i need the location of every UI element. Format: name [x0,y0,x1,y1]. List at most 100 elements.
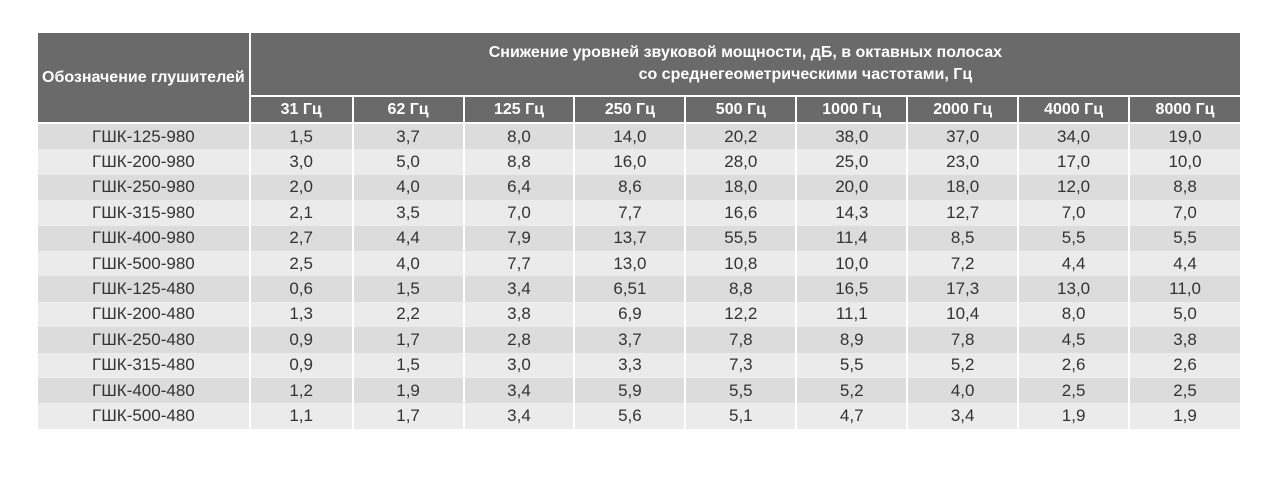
band-header: 62 Гц [351,96,465,124]
value-cell: 8,0 [462,123,575,150]
value-cell: 5,1 [684,403,797,429]
table-body: ГШК-125-980 1,5 3,7 8,0 14,0 20,2 38,0 37,0 34,0… [38,123,1240,429]
value-cell: 10,4 [906,301,1019,328]
column-header: Обозначение глушителей [38,33,251,124]
value-cell: 2,0 [248,174,353,201]
value-cell: 13,0 [1017,276,1130,302]
value-cell: 12,7 [906,200,1019,226]
value-cell: 34,0 [1017,123,1130,150]
value-cell: 10,0 [795,250,908,277]
silencer-name: ГШК-315-480 [38,352,250,378]
value-cell: 3,4 [462,377,575,404]
table-row: ГШК-200-480 1,3 2,2 3,8 6,9 12,2 11,1 10,4 8,0 5,… [38,301,1240,328]
band-header: 2000 Гц [906,96,1020,124]
value-cell: 4,0 [351,174,464,201]
value-cell: 11,1 [795,301,908,328]
value-cell: 14,3 [795,200,908,226]
value-cell: 0,9 [248,327,353,353]
value-cell: 1,9 [1017,403,1130,429]
value-cell: 17,0 [1017,149,1130,175]
table-row: ГШК-315-480 0,9 1,5 3,0 3,3 7,3 5,5 5,2 2,6 2,6 [38,352,1240,378]
band-header: 125 Гц [462,96,576,124]
value-cell: 7,0 [1017,200,1130,226]
band-row: 31 Гц 62 Гц 125 Гц 250 Гц 500 Гц 1000 Гц 2000 … [38,96,1240,124]
value-cell: 16,6 [684,200,797,226]
value-cell: 8,6 [573,174,686,201]
group-header: Снижение уровней звуковой мощности, дБ, … [248,33,1240,97]
value-cell: 28,0 [684,149,797,175]
silencer-name: ГШК-125-980 [38,123,250,150]
silencer-name: ГШК-400-480 [38,377,250,404]
value-cell: 38,0 [795,123,908,150]
band-header: 4000 Гц [1017,96,1131,124]
table-row: ГШК-315-980 2,1 3,5 7,0 7,7 16,6 14,3 12,7 7,0 7,… [38,200,1240,226]
value-cell: 7,7 [573,200,686,226]
silencer-name: ГШК-250-480 [38,327,250,353]
value-cell: 0,6 [248,276,353,302]
value-cell: 3,0 [248,149,353,175]
value-cell: 16,0 [573,149,686,175]
value-cell: 8,8 [1128,174,1240,201]
value-cell: 1,9 [351,377,464,404]
value-cell: 8,8 [462,149,575,175]
value-cell: 2,2 [351,301,464,328]
table-row: ГШК-400-480 1,2 1,9 3,4 5,9 5,5 5,2 4,0 2,5 2,5 [38,377,1240,404]
value-cell: 8,5 [906,225,1019,251]
silencer-name: ГШК-250-980 [38,174,250,201]
silencer-name: ГШК-200-980 [38,149,250,175]
value-cell: 5,6 [573,403,686,429]
value-cell: 4,7 [795,403,908,429]
value-cell: 25,0 [795,149,908,175]
value-cell: 1,5 [351,352,464,378]
value-cell: 6,4 [462,174,575,201]
value-cell: 1,9 [1128,403,1240,429]
value-cell: 2,7 [248,225,353,251]
value-cell: 3,0 [462,352,575,378]
silencer-name: ГШК-200-480 [38,301,250,328]
value-cell: 0,9 [248,352,353,378]
value-cell: 7,7 [462,250,575,277]
value-cell: 2,5 [248,250,353,277]
value-cell: 10,8 [684,250,797,277]
value-cell: 4,0 [906,377,1019,404]
band-header: 8000 Гц [1128,96,1240,124]
value-cell: 55,5 [684,225,797,251]
value-cell: 7,2 [906,250,1019,277]
value-cell: 3,4 [462,276,575,302]
value-cell: 2,5 [1128,377,1240,404]
band-header: 500 Гц [684,96,798,124]
table-row: ГШК-400-980 2,7 4,4 7,9 13,7 55,5 11,4 8,5 5,5 5,… [38,225,1240,251]
value-cell: 2,8 [462,327,575,353]
value-cell: 5,2 [795,377,908,404]
value-cell: 3,4 [906,403,1019,429]
value-cell: 1,5 [248,123,353,150]
value-cell: 5,5 [684,377,797,404]
value-cell: 17,3 [906,276,1019,302]
band-header: 31 Гц [248,96,354,124]
table-row: ГШК-250-980 2,0 4,0 6,4 8,6 18,0 20,0 18,0 12,0 8… [38,174,1240,201]
value-cell: 13,7 [573,225,686,251]
table-row: ГШК-125-480 0,6 1,5 3,4 6,51 8,8 16,5 17,3 13,0 1… [38,276,1240,302]
value-cell: 5,0 [1128,301,1240,328]
value-cell: 5,2 [906,352,1019,378]
table-row: ГШК-125-980 1,5 3,7 8,0 14,0 20,2 38,0 37,0 34,0… [38,123,1240,150]
value-cell: 2,1 [248,200,353,226]
value-cell: 11,0 [1128,276,1240,302]
silencer-name: ГШК-500-980 [38,250,250,277]
value-cell: 7,8 [684,327,797,353]
value-cell: 5,0 [351,149,464,175]
value-cell: 10,0 [1128,149,1240,175]
value-cell: 4,0 [351,250,464,277]
value-cell: 11,4 [795,225,908,251]
value-cell: 18,0 [684,174,797,201]
value-cell: 5,9 [573,377,686,404]
value-cell: 8,9 [795,327,908,353]
value-cell: 4,4 [1017,250,1130,277]
value-cell: 8,8 [684,276,797,302]
value-cell: 20,0 [795,174,908,201]
value-cell: 3,4 [462,403,575,429]
value-cell: 3,7 [573,327,686,353]
value-cell: 16,5 [795,276,908,302]
value-cell: 12,2 [684,301,797,328]
table-row: ГШК-200-980 3,0 5,0 8,8 16,0 28,0 25,0 23,0 17,0… [38,149,1240,175]
